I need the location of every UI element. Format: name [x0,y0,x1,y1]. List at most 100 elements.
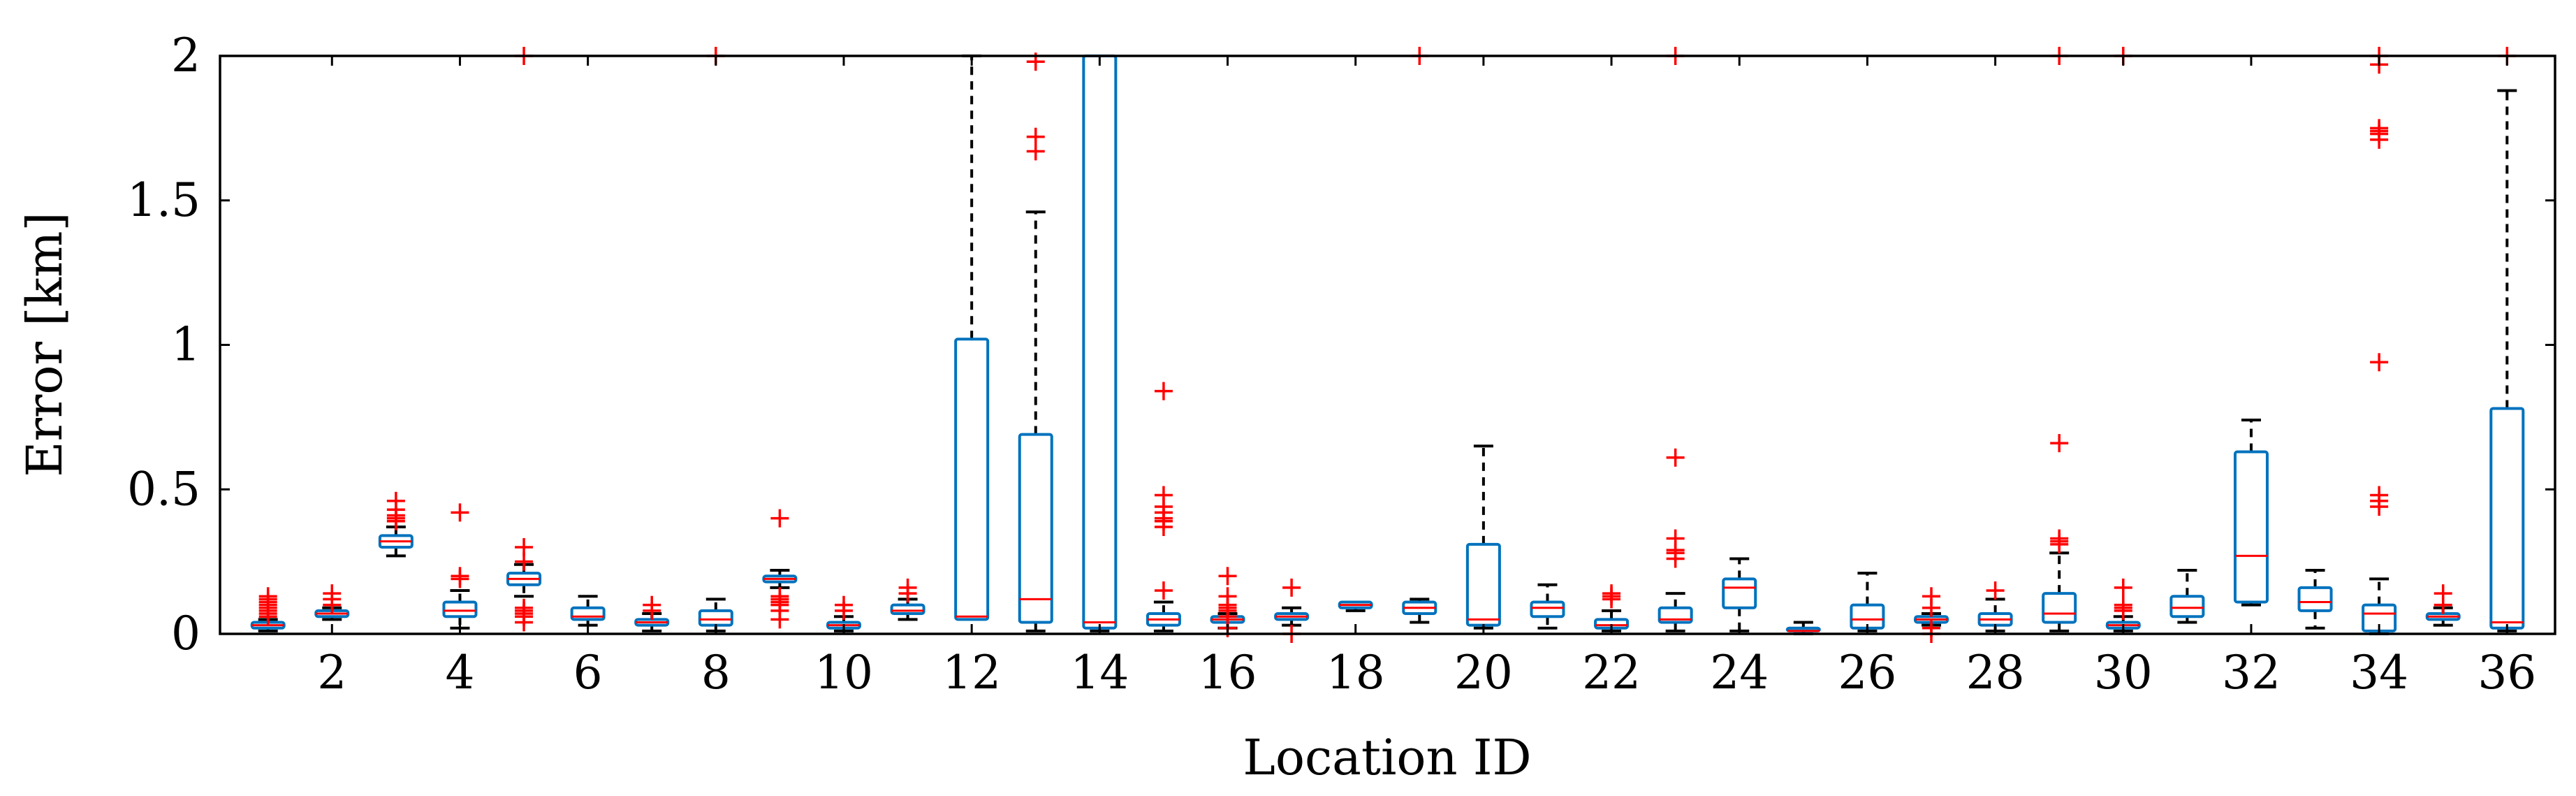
box-iqr [890,603,925,616]
box-iqr [2042,592,2077,624]
outlier-marker [1986,581,2005,600]
box-iqr [1018,433,1053,624]
box-group-15 [1146,382,1181,632]
outlier-marker [451,567,469,586]
outlier-marker [2370,353,2389,372]
outlier-marker [2050,529,2069,548]
x-tick-label: 18 [1326,646,1385,700]
y-tick-label: 2 [171,29,200,82]
x-tick-label: 34 [2350,646,2408,700]
box-group-9 [762,509,798,629]
outlier-marker [643,595,661,614]
box-group-36 [2489,47,2525,632]
x-tick-label: 24 [1710,646,1769,700]
box-group-17 [1274,578,1310,643]
box-group-21 [1530,583,1565,630]
outlier-marker [323,584,342,603]
box-group-33 [2297,569,2333,630]
outlier-marker [451,503,469,522]
box-iqr [1722,577,1757,609]
box-iqr [1082,55,1118,630]
x-tick-label: 20 [1454,646,1513,700]
outlier-marker [1218,567,1237,586]
box-iqr [570,606,606,621]
x-tick-label: 4 [445,646,474,700]
y-tick-label: 0 [171,607,200,660]
y-axis-label: Error [km] [16,212,73,477]
box-group-7 [634,595,670,632]
outlier-marker [2370,486,2389,505]
box-iqr [1530,600,1565,618]
y-tick-label: 0.5 [127,462,200,516]
outlier-marker [1154,581,1173,600]
box-group-25 [1785,621,1821,635]
x-tick-label: 28 [1966,646,2025,700]
box-group-22 [1594,584,1630,632]
x-tick-label: 2 [317,646,346,700]
box-group-8 [698,47,733,632]
outlier-marker [258,587,277,606]
box-group-19 [1402,47,1437,624]
box-group-3 [378,491,414,558]
plot-frame [219,55,2556,635]
box-iqr [442,600,478,618]
outlier-marker [2434,584,2452,603]
box-iqr [1465,542,1501,627]
box-iqr [2489,407,2525,630]
outlier-marker [2370,119,2389,138]
outlier-marker [834,595,853,614]
x-tick-label: 10 [814,646,873,700]
box-iqr [954,338,990,621]
box-group-35 [2425,584,2461,627]
x-tick-label: 22 [1582,646,1641,700]
outlier-marker [2114,578,2132,597]
box-group-14 [1082,55,1118,632]
box-group-34 [2362,47,2397,635]
outlier-marker [1154,382,1173,400]
box-group-26 [1850,572,1885,632]
box-group-13 [1018,52,1053,632]
y-tick-label: 1.5 [127,173,200,227]
x-axis-label: Location ID [1243,729,1531,786]
outlier-marker [2114,595,2132,614]
box-group-31 [2169,569,2205,624]
outlier-marker [1282,578,1301,597]
y-tick-label: 1 [171,318,200,372]
box-group-24 [1722,557,1757,632]
box-group-12 [954,55,990,621]
box-group-32 [2233,419,2269,607]
box-group-30 [2105,47,2141,632]
box-group-5 [506,47,542,632]
box-iqr [698,609,733,627]
box-group-20 [1465,444,1501,630]
box-group-28 [1977,581,2013,632]
outlier-marker [898,578,917,597]
box-marks [250,47,2525,643]
x-tick-label: 26 [1838,646,1896,700]
outlier-marker [1026,127,1045,146]
outlier-marker [1666,448,1685,467]
box-group-29 [2042,47,2077,632]
outlier-marker [515,537,534,556]
box-group-18 [1338,600,1373,612]
x-tick-label: 32 [2222,646,2281,700]
box-group-11 [890,578,925,621]
axis-ticks: 2 4 6 8 10 12 14 16 18 20 22 24 26 28 30 32 34 3600.511.5… [127,29,2555,700]
outlier-marker [2050,434,2069,453]
outlier-marker [1666,529,1685,548]
box-group-10 [826,595,861,632]
box-group-4 [442,503,478,630]
outlier-marker [770,509,789,528]
box-group-1 [250,587,286,632]
x-tick-label: 12 [942,646,1001,700]
x-tick-label: 30 [2094,646,2153,700]
outlier-marker [1602,584,1621,603]
box-iqr [2297,586,2333,612]
x-tick-label: 8 [701,646,731,700]
outlier-marker [1218,587,1237,606]
box-iqr [2169,595,2205,618]
box-iqr [1657,606,1693,624]
outlier-marker [1154,486,1173,505]
x-tick-label: 36 [2478,646,2536,700]
